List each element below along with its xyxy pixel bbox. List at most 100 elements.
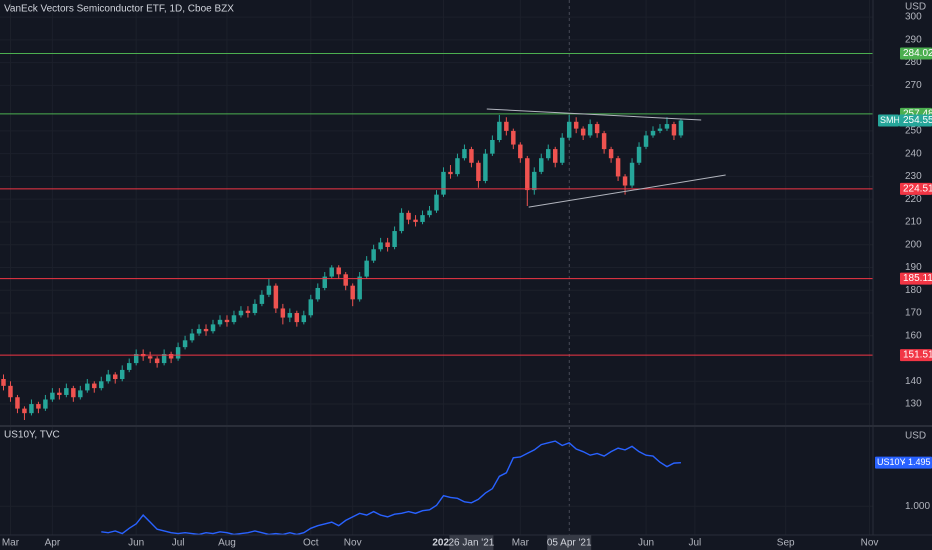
candle-body bbox=[657, 128, 663, 131]
candle-body bbox=[504, 121, 509, 131]
separator-dot bbox=[903, 461, 905, 464]
candle-body bbox=[106, 374, 111, 382]
y-tick-label: 220 bbox=[905, 194, 922, 205]
y-tick-label: 250 bbox=[905, 126, 922, 137]
candle-body bbox=[650, 130, 656, 136]
candle-body bbox=[15, 397, 20, 409]
candle-body bbox=[559, 137, 565, 163]
candle-body bbox=[518, 144, 523, 159]
candle-body bbox=[182, 340, 188, 348]
candle-body bbox=[231, 315, 237, 323]
level-label: 185.11 bbox=[903, 273, 932, 284]
y-tick-label: 280 bbox=[905, 57, 922, 68]
candle-body bbox=[329, 267, 334, 277]
candle-body bbox=[392, 231, 397, 247]
candle-body bbox=[511, 130, 516, 145]
candle-body bbox=[301, 315, 307, 323]
candle-body bbox=[50, 392, 55, 400]
candle-body bbox=[322, 276, 327, 288]
candle-body bbox=[210, 324, 216, 332]
candle-body bbox=[343, 274, 348, 286]
level-label: 151.51 bbox=[903, 350, 932, 361]
candle-body bbox=[525, 158, 530, 191]
candle-body bbox=[664, 124, 670, 129]
price-name-bg bbox=[878, 114, 899, 127]
x-tick-label: 2021 bbox=[432, 538, 455, 549]
x-tick-label: Sep bbox=[777, 538, 795, 549]
candle-body bbox=[336, 267, 341, 275]
crosshair-label-bg bbox=[449, 535, 494, 550]
y-tick-label: 290 bbox=[905, 34, 922, 45]
candle-body bbox=[280, 308, 286, 318]
candle-body bbox=[266, 285, 272, 295]
x-tick-label: Aug bbox=[218, 538, 236, 549]
candle-body bbox=[126, 363, 132, 370]
candle-body bbox=[64, 388, 69, 395]
candle-body bbox=[462, 149, 467, 159]
candle-body bbox=[406, 212, 411, 220]
y-tick-label: 230 bbox=[905, 171, 922, 182]
x-tick-label: Nov bbox=[344, 538, 362, 549]
candle-body bbox=[147, 356, 153, 359]
candle-body bbox=[57, 392, 62, 395]
y-tick-label: 210 bbox=[905, 217, 922, 228]
candle-body bbox=[238, 310, 244, 316]
main-pane bbox=[0, 52, 873, 420]
candle-body bbox=[85, 383, 90, 391]
candle-body bbox=[636, 146, 642, 163]
price-label: 254.55 bbox=[903, 115, 932, 126]
line-series bbox=[101, 440, 681, 535]
y-tick-label: 140 bbox=[905, 376, 922, 387]
candle-body bbox=[175, 347, 181, 359]
trendline bbox=[528, 174, 726, 208]
candle-body bbox=[308, 299, 314, 316]
level-label: 257.48 bbox=[903, 109, 932, 120]
trendline bbox=[486, 108, 702, 121]
level-label: 284.02 bbox=[903, 48, 932, 59]
candle-body bbox=[203, 328, 209, 332]
y-tick-label: 200 bbox=[905, 239, 922, 250]
y-tick-label: 270 bbox=[905, 80, 922, 91]
candle-body bbox=[357, 276, 362, 300]
candle-body bbox=[154, 358, 160, 364]
currency: USD bbox=[905, 431, 926, 442]
candle-body bbox=[532, 171, 537, 191]
y-tick-label: 190 bbox=[905, 262, 922, 273]
candle-body bbox=[287, 313, 293, 318]
x-tick-label: Mar bbox=[2, 538, 20, 549]
x-tick-label: Apr bbox=[45, 538, 61, 549]
candle-body bbox=[573, 121, 579, 129]
candle-body bbox=[399, 212, 404, 232]
candle-body bbox=[36, 404, 41, 409]
candle-body bbox=[273, 285, 279, 309]
x-tick-label: Jul bbox=[689, 538, 702, 549]
y-tick-label: 300 bbox=[905, 12, 922, 23]
level-label-bg bbox=[900, 182, 932, 195]
candle-body bbox=[22, 408, 27, 414]
y-tick-label: 180 bbox=[905, 285, 922, 296]
candle-body bbox=[224, 319, 230, 323]
candle-body bbox=[113, 374, 118, 380]
level-label-bg bbox=[900, 349, 932, 362]
price-name: SMH bbox=[880, 115, 900, 125]
candle-body bbox=[371, 249, 376, 261]
candle-body bbox=[580, 128, 586, 136]
candle-body bbox=[413, 219, 418, 222]
candle-body bbox=[161, 353, 167, 364]
x-tick-label: 05 Apr '21 bbox=[547, 538, 592, 549]
candle-body bbox=[622, 176, 628, 186]
x-tick-label: Jun bbox=[638, 538, 654, 549]
candle-body bbox=[78, 390, 83, 398]
candle-body bbox=[378, 242, 383, 250]
candle-body bbox=[1, 379, 6, 386]
pane-title: US10Y, TVC bbox=[4, 430, 60, 441]
candle-body bbox=[385, 242, 390, 247]
price-label-bg bbox=[899, 114, 932, 127]
candle-body bbox=[434, 194, 439, 211]
candle-body bbox=[294, 313, 300, 323]
candle-body bbox=[252, 303, 258, 314]
y-tick-label: 240 bbox=[905, 148, 922, 159]
